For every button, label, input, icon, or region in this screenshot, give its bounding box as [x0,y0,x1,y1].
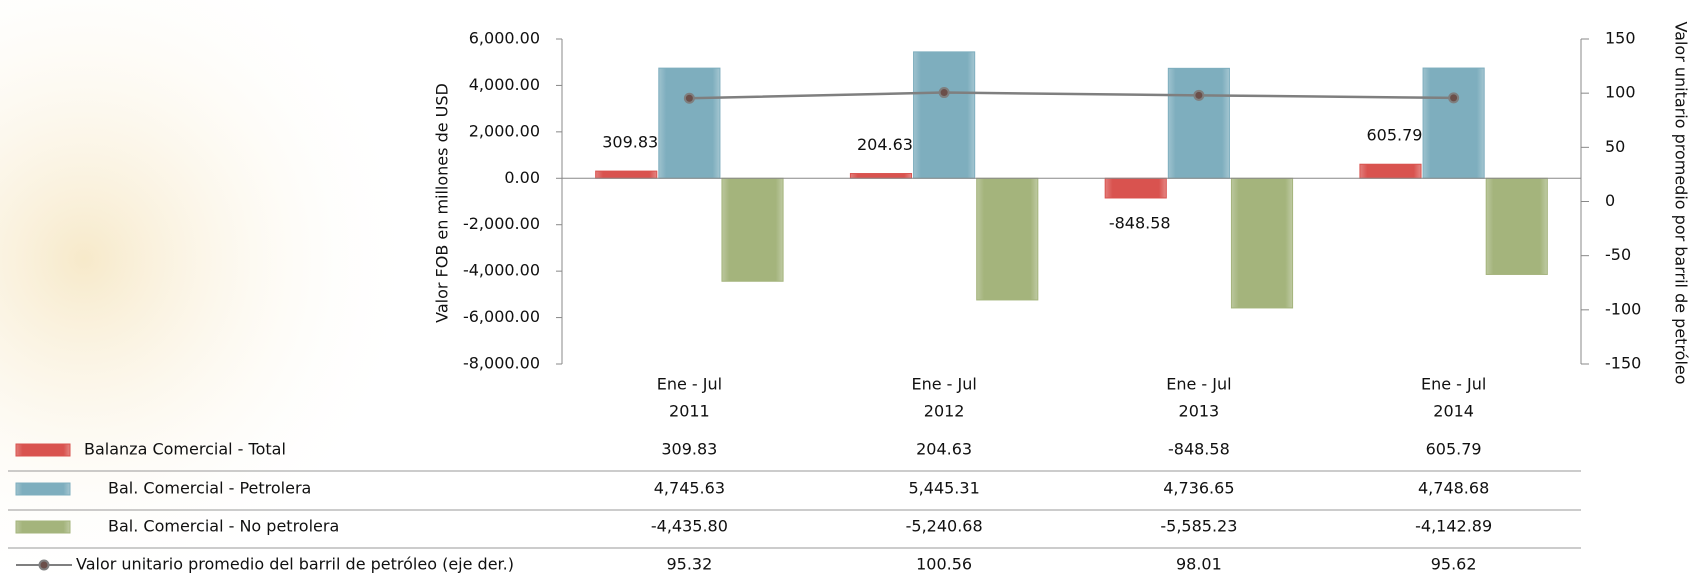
legend-swatch [16,444,70,456]
line-marker [1194,91,1203,100]
table-value: 95.32 [666,555,712,574]
y-tick-label: 0.00 [504,168,540,187]
y2-axis-label: Valor unitario promedio por barril de pe… [1672,21,1691,384]
x-tick-label: Ene - Jul [1166,375,1231,394]
data-label: 204.63 [857,135,913,154]
table-value: -848.58 [1168,440,1230,459]
y2-tick-label: 150 [1605,29,1636,48]
table-value: 100.56 [916,555,972,574]
bar [1486,178,1547,274]
table-value: 309.83 [661,440,717,459]
legend-swatch [16,521,70,533]
y-tick-label: -2,000.00 [463,214,540,233]
y-tick-label: 6,000.00 [469,29,540,48]
x-tick-label: 2011 [669,402,710,421]
legend-label: Bal. Comercial - No petrolera [108,517,339,536]
table-value: 4,736.65 [1163,479,1234,498]
x-tick-label: 2012 [924,402,965,421]
line-marker [1449,93,1458,102]
y2-tick-label: -100 [1605,299,1641,318]
x-tick-label: 2014 [1433,402,1474,421]
legend-label: Bal. Comercial - Petrolera [108,479,311,498]
y-axis-label: Valor FOB en millones de USD [433,83,452,323]
y2-tick-label: -150 [1605,354,1641,373]
x-tick-label: 2013 [1179,402,1220,421]
y2-tick-label: 0 [1605,191,1615,210]
data-label: 605.79 [1366,126,1422,145]
table-value: -4,142.89 [1415,517,1492,536]
bar [659,68,720,178]
bar [1231,178,1292,308]
y2-tick-label: 50 [1605,137,1625,156]
y-tick-label: -6,000.00 [463,307,540,326]
table-value: -4,435.80 [651,517,728,536]
y2-tick-label: 100 [1605,83,1636,102]
bar [1360,164,1421,178]
legend-marker [40,561,49,570]
bar [914,52,975,178]
page: Valor FOB en millones de USD Valor unita… [0,0,1696,576]
y-tick-label: 2,000.00 [469,121,540,140]
bar [1423,68,1484,178]
x-tick-label: Ene - Jul [657,375,722,394]
line-marker [685,94,694,103]
line [689,93,1453,99]
bar [596,171,657,178]
table-value: 605.79 [1426,440,1482,459]
x-tick-label: Ene - Jul [911,375,976,394]
legend-label: Balanza Comercial - Total [84,440,286,459]
y-tick-label: 4,000.00 [469,75,540,94]
data-label: 309.83 [602,133,658,152]
legend-swatch [16,483,70,495]
chart: Valor FOB en millones de USD Valor unita… [0,0,1696,576]
bar [1105,178,1166,198]
table-value: 4,745.63 [654,479,725,498]
legend-label: Valor unitario promedio del barril de pe… [76,555,514,574]
data-label: -848.58 [1109,213,1171,232]
table-value: 98.01 [1176,555,1222,574]
table-value: 5,445.31 [909,479,980,498]
x-tick-label: Ene - Jul [1421,375,1486,394]
y-tick-label: -8,000.00 [463,354,540,373]
y-tick-label: -4,000.00 [463,261,540,280]
bar [977,178,1038,300]
line-marker [940,88,949,97]
table-value: 4,748.68 [1418,479,1489,498]
table-value: 204.63 [916,440,972,459]
y2-tick-label: -50 [1605,245,1631,264]
table-value: 95.62 [1431,555,1477,574]
bar [1168,68,1229,178]
table-value: -5,240.68 [906,517,983,536]
bar [850,174,911,179]
table-value: -5,585.23 [1160,517,1237,536]
bar [722,178,783,281]
